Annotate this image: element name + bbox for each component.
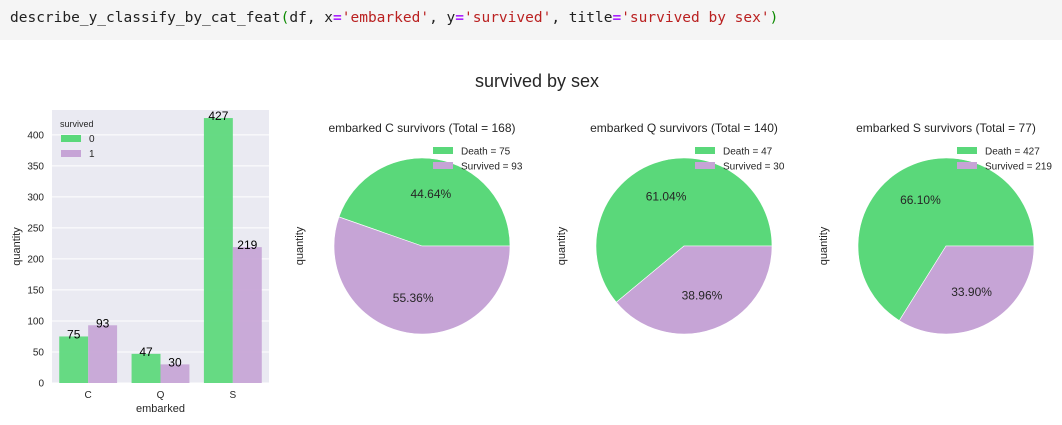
pie-3-percent-label: 66.10% (900, 193, 941, 207)
pie-2-percent-label: 61.04% (646, 189, 687, 203)
pie-1-legend-swatch (433, 147, 453, 154)
code-paren-open: ( (280, 10, 290, 26)
code-comma: , (306, 10, 325, 26)
bar-C-series-0 (59, 336, 89, 383)
bar-ytick-label: 200 (27, 254, 44, 265)
pie-2-slice-1 (595, 157, 773, 303)
pie-3-percent-label: 33.90% (951, 285, 992, 299)
pie-2-legend-swatch (695, 147, 715, 154)
bar-xtick-label: S (229, 390, 236, 401)
pie-3-slice-2 (898, 245, 1035, 335)
bar-value-label: 93 (96, 316, 110, 330)
bar-ytick-label: 250 (27, 223, 44, 234)
pie-1-legend-label: Death = 75 (461, 147, 511, 158)
bar-value-label: 219 (237, 238, 257, 252)
pie-3-legend-swatch (957, 162, 977, 169)
code-kw-y: y (446, 10, 456, 26)
code-eq: = (455, 10, 465, 26)
bar-value-label: 47 (139, 345, 153, 359)
pie-1-ylabel: quantity (294, 226, 306, 265)
bar-legend-swatch (61, 150, 81, 157)
pie-1-title: embarked C survivors (Total = 168) (328, 121, 515, 135)
bar-value-label: 427 (208, 109, 228, 123)
pie-1-percent-label: 44.64% (410, 187, 451, 201)
bar-S-series-1 (232, 247, 262, 383)
bar-legend-swatch (61, 135, 81, 142)
pie-3-legend-swatch (957, 147, 977, 154)
bar-legend-label: 0 (89, 134, 95, 145)
bar-value-label: 30 (168, 355, 182, 369)
code-val-y: 'survived' (464, 10, 552, 26)
bar-C-series-1 (88, 325, 118, 383)
pie-2-legend-label: Survived = 30 (723, 162, 785, 173)
code-arg-df: df (289, 10, 307, 26)
pie-1-slice-1 (338, 157, 511, 247)
bar-S-series-0 (203, 118, 233, 383)
bar-ylabel: quantity (11, 227, 23, 266)
bar-xtick-label: Q (157, 390, 165, 401)
code-comma: , (429, 10, 447, 26)
code-func: describe_y_classify_by_cat_feat (10, 10, 281, 26)
bar-legend-label: 1 (89, 149, 95, 160)
bar-ytick-label: 350 (27, 161, 44, 172)
pie-3-ylabel: quantity (818, 226, 830, 265)
figure-suptitle: survived by sex (474, 71, 600, 91)
bar-ytick-label: 300 (27, 192, 44, 203)
pie-2-legend-label: Death = 47 (723, 147, 773, 158)
code-kw-x: x (324, 10, 334, 26)
pie-2-percent-label: 38.96% (682, 289, 723, 303)
bar-ytick-label: 50 (33, 347, 45, 358)
pie-2-slice-2 (615, 245, 773, 335)
pie-3-slice-1 (857, 157, 1035, 322)
pie-2-legend-swatch (695, 162, 715, 169)
pie-2-title: embarked Q survivors (Total = 140) (590, 121, 778, 135)
code-comma: , (551, 10, 569, 26)
pie-3-legend-label: Survived = 219 (985, 162, 1052, 173)
code-val-x: 'embarked' (341, 10, 430, 26)
bar-xlabel: embarked (136, 403, 185, 415)
bar-ytick-label: 0 (38, 379, 44, 390)
bar-ytick-label: 150 (27, 285, 44, 296)
code-paren-close: ) (769, 10, 779, 26)
pie-1-legend-label: Survived = 93 (461, 162, 523, 173)
pie-1-slice-2 (333, 216, 511, 335)
code-val-title: 'survived by sex' (621, 10, 770, 26)
bar-ytick-label: 100 (27, 316, 44, 327)
bar-xtick-label: C (85, 390, 92, 401)
bar-value-label: 75 (67, 327, 81, 341)
bar-Q-series-0 (131, 353, 161, 383)
pie-1-legend-swatch (433, 162, 453, 169)
bar-ytick-label: 400 (27, 130, 44, 141)
pie-2-ylabel: quantity (556, 226, 568, 265)
pie-3-title: embarked S survivors (Total = 77) (856, 121, 1036, 135)
pie-1-percent-label: 55.36% (393, 291, 434, 305)
code-cell[interactable]: describe_y_classify_by_cat_feat(df, x='e… (0, 0, 1062, 40)
code-eq: = (333, 10, 342, 26)
pie-3-legend-label: Death = 427 (985, 147, 1040, 158)
code-kw-title: title (568, 10, 613, 26)
bar-Q-series-1 (160, 364, 190, 383)
code-eq: = (612, 10, 622, 26)
bar-legend-title: survived (60, 119, 94, 129)
